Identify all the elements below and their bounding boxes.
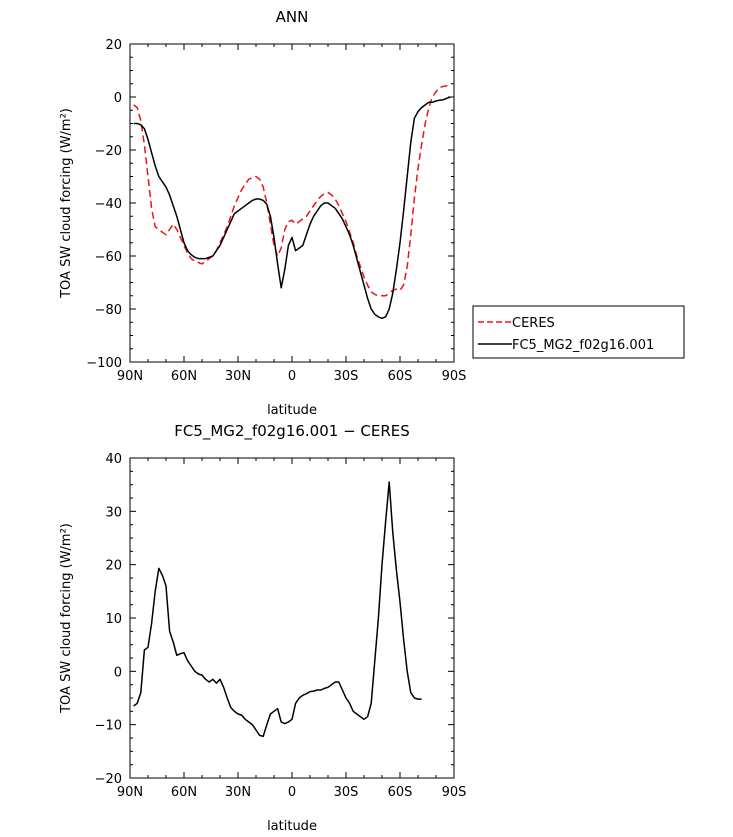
chart-top-x-tick-label: 0 (288, 369, 296, 384)
chart-top-series-line-ceres (133, 84, 451, 297)
chart-bottom-x-tick-label: 90S (442, 785, 467, 800)
chart-bottom-x-tick-label: 90N (117, 785, 143, 800)
chart-bottom-series-line-0 (133, 481, 422, 738)
chart-top-y-tick-label: 20 (105, 38, 122, 53)
chart-top-y-tick-label: −80 (95, 303, 122, 318)
chart-bottom-y-axis-label: TOA SW cloud forcing (W/m²) (59, 523, 74, 714)
chart-top-series-line-fc5-mg2-f02g16-001 (133, 96, 451, 320)
legend-box (472, 305, 685, 359)
chart-top-x-tick-label: 30N (225, 369, 251, 384)
chart-bottom-y-tick-label: 20 (105, 559, 122, 574)
chart-bottom-y-tick-label: −20 (95, 772, 122, 787)
chart-bottom-title: FC5_MG2_f02g16.001 − CERES (174, 422, 410, 441)
chart-top-y-tick-label: 0 (114, 91, 122, 106)
chart-top-x-tick-label: 60N (171, 369, 197, 384)
chart-top-legend: CERES FC5_MG2_f02g16.001 (472, 305, 685, 359)
chart-bottom-y-tick-label: −10 (95, 719, 122, 734)
chart-top-y-tick-label: −60 (95, 250, 122, 265)
chart-top-y-tick-label: −40 (95, 197, 122, 212)
chart-top-plot-frame (129, 43, 455, 363)
chart-bottom-plot-frame (129, 457, 455, 779)
chart-top: ANN −100 −80 −60 −40 −20 0 20 90N 60N 30N 0 30S 60S… (59, 8, 685, 418)
chart-bottom-y-ticks: −20 −10 0 10 20 30 40 (95, 452, 454, 787)
chart-bottom-x-ticks: 90N 60N 30N 0 30S 60S 90S (117, 458, 467, 800)
chart-top-title: ANN (276, 8, 309, 26)
chart-top-y-ticks: −100 −80 −60 −40 −20 0 20 (86, 38, 454, 371)
chart-bottom: FC5_MG2_f02g16.001 − CERES −20 −10 0 10 20 30… (59, 422, 466, 834)
legend-label-ceres: CERES (512, 316, 555, 331)
chart-bottom-x-axis-label: latitude (267, 819, 317, 834)
chart-bottom-x-tick-label: 60S (388, 785, 413, 800)
chart-top-x-ticks: 90N 60N 30N 0 30S 60S 90S (117, 44, 467, 384)
chart-top-x-tick-label: 90S (442, 369, 467, 384)
chart-bottom-y-tick-label: 30 (105, 505, 122, 520)
chart-bottom-x-tick-label: 0 (288, 785, 296, 800)
chart-top-x-tick-label: 30S (334, 369, 359, 384)
legend-label-model: FC5_MG2_f02g16.001 (512, 338, 654, 353)
chart-top-y-tick-label: −20 (95, 144, 122, 159)
chart-bottom-x-tick-label: 60N (171, 785, 197, 800)
chart-top-series-group (133, 84, 451, 320)
chart-top-x-axis-label: latitude (267, 403, 317, 418)
chart-bottom-y-tick-label: 10 (105, 612, 122, 627)
chart-top-y-axis-label: TOA SW cloud forcing (W/m²) (59, 108, 74, 299)
chart-bottom-y-tick-label: 40 (105, 452, 122, 467)
chart-top-x-tick-label: 60S (388, 369, 413, 384)
chart-top-x-tick-label: 90N (117, 369, 143, 384)
chart-bottom-series-group (133, 481, 422, 738)
chart-bottom-y-tick-label: 0 (114, 665, 122, 680)
chart-bottom-x-tick-label: 30N (225, 785, 251, 800)
chart-bottom-x-tick-label: 30S (334, 785, 359, 800)
chart-top-y-tick-label: −100 (86, 356, 122, 371)
